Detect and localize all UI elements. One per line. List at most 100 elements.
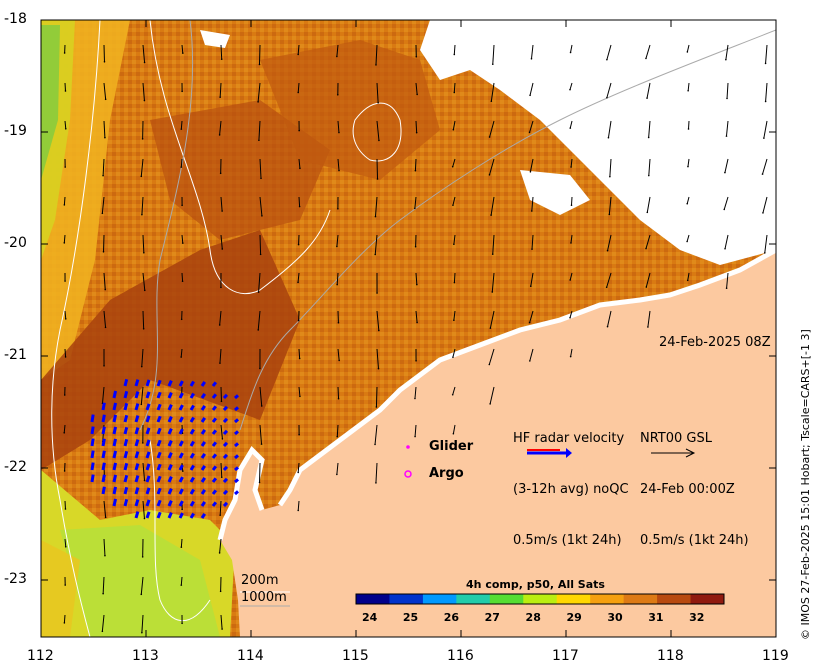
nrt-arrow: [337, 348, 340, 361]
radar-vector: [134, 451, 140, 459]
nrt-arrow: [259, 196, 263, 216]
nrt-arrow: [180, 576, 183, 586]
radar-vector: [145, 499, 151, 507]
nrt-arrow-head: [569, 88, 571, 91]
radar-vector: [189, 416, 195, 423]
contour-200-label: 200m: [241, 573, 279, 588]
nrt-arrow-head: [220, 476, 223, 479]
radar-vector: [211, 429, 218, 435]
radar-vector: [211, 441, 218, 447]
radar-vector: [167, 500, 173, 507]
nrt-arrow: [645, 234, 651, 249]
nrt-arrow-head: [298, 433, 300, 436]
nrt-arrow-head: [338, 131, 340, 134]
radar-vector: [200, 477, 206, 483]
coastline-land: [220, 250, 776, 637]
radar-vector: [200, 489, 206, 495]
nrt-arrow-head: [336, 435, 339, 438]
nrt-arrow: [606, 82, 612, 98]
nrt-arrow: [452, 196, 456, 206]
nrt-arrow: [452, 386, 456, 395]
nrt-arrow-head: [336, 55, 338, 58]
radar-vector: [178, 500, 184, 507]
nrt-arrow: [258, 44, 261, 65]
nrt-arrow-head: [452, 204, 454, 206]
nrt-arrow-head: [761, 173, 764, 175]
radar-vector: [167, 392, 173, 399]
colorbar-segment: [556, 594, 591, 604]
radar-vector: [145, 463, 151, 471]
nrt-arrow-head: [416, 283, 418, 286]
nrt-arrow-head: [336, 245, 338, 248]
nrt-arrow-head: [297, 91, 300, 94]
nrt-arrow-head: [647, 326, 649, 328]
nrt-arrow: [219, 310, 222, 325]
nrt-arrow-head: [143, 289, 146, 292]
nrt-arrow: [645, 44, 651, 59]
nrt-arrow: [142, 462, 146, 481]
radar-vector: [222, 441, 229, 448]
nrt-arrow: [452, 158, 456, 167]
nrt-arrow: [723, 196, 729, 210]
colorbar-frame: [355, 593, 725, 605]
radar-vector: [189, 440, 195, 447]
nrt-arrow-head: [569, 316, 571, 319]
nrt-arrow: [257, 82, 261, 102]
nrt-arrow-head: [452, 128, 455, 131]
nrt-arrow: [298, 386, 301, 397]
radar-vector: [211, 381, 218, 387]
nrt-arrow-head: [488, 174, 491, 176]
radar-vector: [90, 426, 95, 435]
nrt-arrow: [569, 272, 573, 281]
nrt-arrow-head: [528, 321, 531, 324]
x-tick-label: 117: [552, 648, 579, 664]
nrt-arrow: [375, 386, 378, 407]
nrt-arrow-head: [725, 135, 728, 137]
radar-vector: [167, 512, 173, 519]
nrt-arrow-head: [452, 356, 454, 358]
nrt-arrow-head: [376, 292, 378, 294]
nrt-arrow-head: [377, 367, 380, 370]
nrt-arrow: [259, 424, 263, 445]
nrt-arrow: [219, 82, 222, 98]
nrt-arrow: [63, 196, 66, 205]
nrt-arrow: [489, 158, 495, 175]
radar-vector: [134, 511, 140, 519]
radar-vector: [145, 415, 151, 423]
nrt-arrow: [101, 196, 105, 214]
radar-vector: [156, 379, 162, 387]
radar-vector: [112, 450, 118, 459]
nrt-arrow-head: [569, 51, 572, 54]
nrt-arrow-head: [181, 470, 184, 472]
nrt-arrow: [297, 44, 300, 55]
radar-vector: [178, 392, 184, 399]
nrt-arrow-head: [63, 470, 66, 472]
nrt-arrow-head: [221, 628, 223, 630]
nrt-arrow-head: [488, 136, 491, 138]
nrt-arrow-head: [490, 100, 493, 103]
x-tick-label: 119: [762, 648, 789, 664]
glider-marker: [406, 445, 410, 449]
nrt-arrow-head: [181, 204, 183, 207]
nrt-arrow-head: [104, 554, 106, 557]
nrt-arrow: [219, 120, 222, 135]
colorbar-tick: 28: [525, 611, 541, 624]
nrt-arrow-head: [63, 242, 66, 244]
radar-vector: [222, 489, 229, 496]
radar-vector: [167, 380, 173, 387]
radar-vector: [112, 462, 118, 471]
nrt-arrow-head: [687, 89, 689, 92]
radar-vector: [234, 394, 240, 400]
nrt-arrow-head: [723, 208, 726, 211]
radar-vector: [189, 488, 195, 495]
nrt-arrow: [142, 44, 146, 63]
nrt-arrow: [219, 500, 222, 516]
nrt-arrow: [258, 272, 261, 293]
nrt-arrow-head: [491, 291, 494, 293]
radar-vector: [189, 428, 195, 435]
nrt-arrow: [609, 158, 612, 177]
radar-vector: [211, 501, 218, 507]
nrt-arrow-head: [489, 327, 492, 329]
radar-vector: [178, 428, 184, 435]
nrt-arrow-head: [529, 285, 532, 287]
